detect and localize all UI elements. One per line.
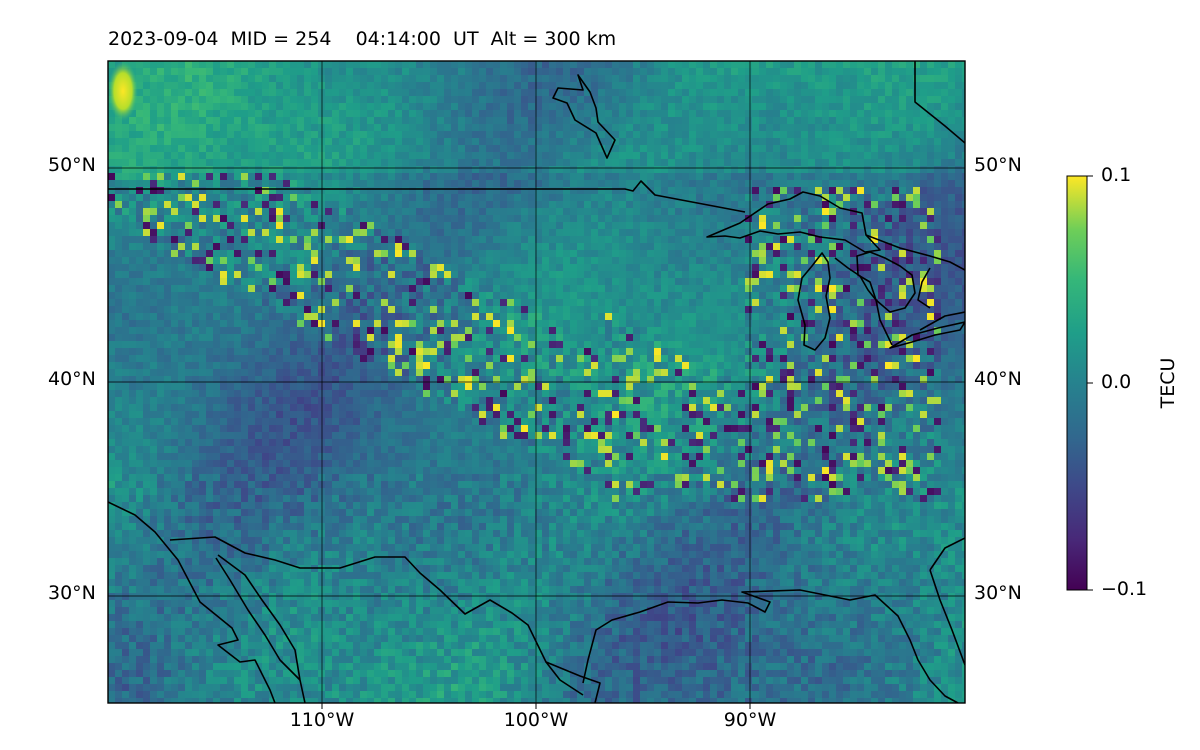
colorbar-tick-label: −0.1 bbox=[1101, 578, 1148, 600]
graticule bbox=[108, 61, 965, 703]
us-canada-border bbox=[108, 180, 746, 213]
lon-label: 100°W bbox=[503, 709, 569, 731]
gulf-of-california bbox=[215, 557, 301, 681]
lake-huron bbox=[856, 251, 916, 313]
title-time: 04:14:00 bbox=[355, 28, 441, 50]
lat-label-right: 30°N bbox=[974, 582, 1022, 604]
gulf-coast bbox=[582, 589, 959, 703]
tec-raster bbox=[108, 61, 965, 703]
florida-west bbox=[929, 537, 965, 571]
mexico-east-coast bbox=[545, 661, 584, 696]
title-date: 2023-09-04 bbox=[108, 28, 219, 50]
colorbar-label: TECU bbox=[1157, 357, 1179, 409]
map-title: 2023-09-04 MID = 254 04:14:00 UT Alt = 3… bbox=[108, 28, 616, 50]
lake-ontario bbox=[919, 311, 965, 331]
lake-superior bbox=[706, 191, 881, 253]
colorbar-tick-label: 0.1 bbox=[1101, 164, 1132, 186]
lat-label-left: 50°N bbox=[48, 154, 96, 176]
lake-michigan bbox=[797, 252, 831, 351]
us-mexico-border bbox=[169, 536, 601, 703]
lat-label-left: 30°N bbox=[48, 582, 96, 604]
lat-label-left: 40°N bbox=[48, 368, 96, 390]
title-time-zone: UT bbox=[453, 28, 479, 50]
northeast-coast bbox=[914, 61, 965, 144]
lon-label: 110°W bbox=[289, 709, 355, 731]
lon-label: 90°W bbox=[723, 709, 777, 731]
atlantic-coast bbox=[929, 569, 965, 666]
colorbar bbox=[1066, 175, 1088, 591]
title-altitude: Alt = 300 km bbox=[490, 28, 617, 50]
tec-hotspot bbox=[108, 61, 138, 121]
georgian-bay bbox=[917, 267, 931, 309]
hudson-bay-coast bbox=[552, 74, 616, 159]
lat-label-right: 50°N bbox=[974, 154, 1022, 176]
michigan-thumb bbox=[834, 257, 893, 346]
pacific-coast bbox=[108, 501, 276, 703]
title-mid: MID = 254 bbox=[230, 28, 332, 50]
lake-erie bbox=[889, 321, 965, 349]
colorbar-tick-label: 0.0 bbox=[1101, 371, 1132, 393]
great-lakes-east bbox=[865, 234, 965, 271]
lat-label-right: 40°N bbox=[974, 368, 1022, 390]
coastlines bbox=[108, 61, 965, 703]
